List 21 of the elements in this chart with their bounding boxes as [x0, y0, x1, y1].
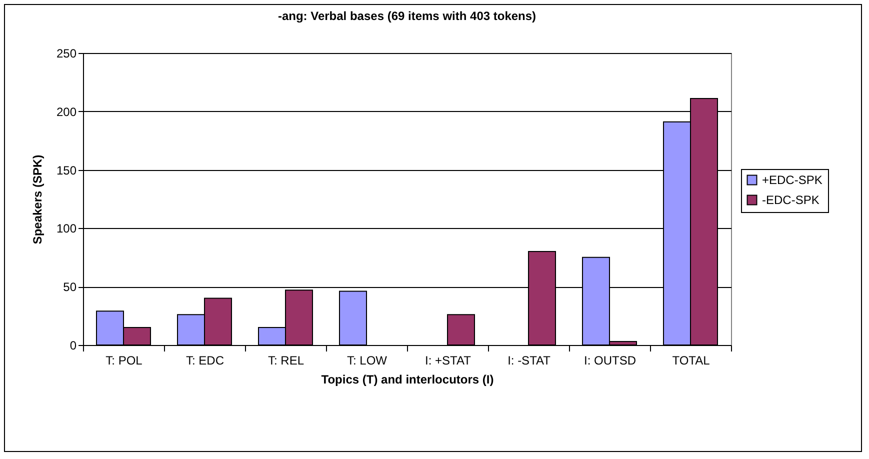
- x-axis-title: Topics (T) and interlocutors (I): [321, 372, 494, 386]
- x-tick-label: T: POL: [106, 354, 143, 368]
- y-tick-label: 250: [56, 46, 77, 60]
- x-tick-label: T: EDC: [186, 354, 224, 368]
- y-tick-label: 0: [70, 338, 77, 352]
- y-tick-label: 150: [56, 163, 77, 178]
- bar: [447, 314, 475, 346]
- x-tick-label: TOTAL: [672, 354, 710, 368]
- legend-label: -EDC-SPK: [762, 193, 820, 207]
- x-tick-label: I: +STAT: [425, 354, 472, 368]
- x-tick-label: I: -STAT: [508, 354, 552, 368]
- x-tick-label: T: LOW: [346, 354, 388, 368]
- legend-label: +EDC-SPK: [762, 173, 822, 187]
- x-tick-label: T: REL: [268, 354, 304, 368]
- x-tick-label: I: OUTSD: [584, 354, 636, 368]
- y-tick-label: 50: [63, 280, 77, 294]
- y-tick-label: 100: [56, 222, 77, 236]
- y-tick-label: 200: [56, 104, 77, 119]
- chart-title: -ang: Verbal bases (69 items with 403 tokens): [278, 9, 536, 23]
- y-axis-title: Speakers (SPK): [30, 154, 44, 244]
- bar: [339, 290, 367, 346]
